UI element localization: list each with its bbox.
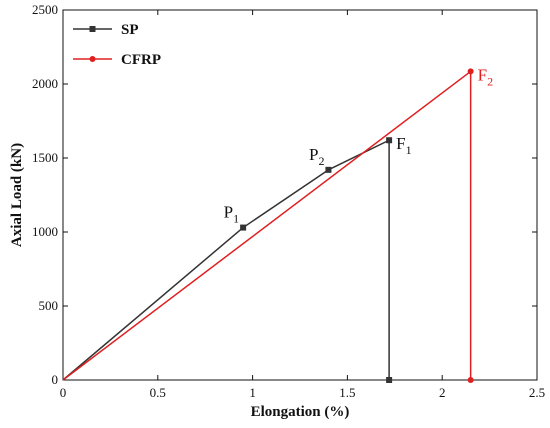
- plot-frame: [62, 9, 538, 381]
- x-tick-label: 0.5: [150, 385, 166, 400]
- legend-swatch-marker: [89, 26, 96, 32]
- series-cfrp-point: [467, 68, 474, 75]
- legend-item-cfrp: CFRP: [73, 52, 161, 68]
- y-tick-label: 1000: [32, 224, 58, 239]
- x-tick-label: 1: [249, 385, 256, 400]
- series-sp-point: [325, 166, 332, 173]
- x-tick-label: 0: [60, 385, 67, 400]
- point-label-p2: P2: [309, 145, 324, 168]
- series-cfrp-point: [467, 377, 474, 383]
- point-label-f1: F1: [396, 134, 411, 157]
- y-tick-label: 2500: [32, 2, 58, 17]
- plot-border: [62, 9, 538, 381]
- series-sp-point: [386, 377, 393, 383]
- point-annotations: P1 P2 F1 F2: [224, 65, 493, 225]
- y-tick-label: 2000: [32, 76, 58, 91]
- x-tick-label: 1.5: [339, 385, 355, 400]
- y-tick-label: 1500: [32, 150, 58, 165]
- series-layer: [62, 68, 474, 383]
- y-tick-label: 500: [39, 298, 59, 313]
- x-tick-label: 2.5: [529, 385, 545, 400]
- legend-label: CFRP: [121, 52, 161, 68]
- y-tick-label: 0: [52, 372, 59, 387]
- point-label-f2: F2: [478, 65, 493, 88]
- series-sp-line: [62, 139, 390, 381]
- legend-swatch-marker: [89, 56, 96, 62]
- x-axis-title: Elongation (%): [251, 404, 350, 420]
- axis-ticks: 0 0.5 1 1.5 2 2.5 0 500 1000 1500 2000 2500: [32, 2, 545, 400]
- series-cfrp-line: [62, 70, 472, 381]
- series-cfrp: [62, 68, 474, 383]
- legend-item-sp: SP: [73, 22, 139, 38]
- x-tick-label: 2: [439, 385, 446, 400]
- series-sp: [62, 137, 393, 383]
- series-sp-point: [386, 137, 393, 144]
- legend-label: SP: [121, 22, 139, 38]
- series-sp-point: [240, 224, 247, 231]
- legend: SP CFRP: [73, 22, 161, 68]
- point-label-p1: P1: [224, 203, 239, 226]
- y-axis-title: Axial Load (kN): [9, 143, 25, 247]
